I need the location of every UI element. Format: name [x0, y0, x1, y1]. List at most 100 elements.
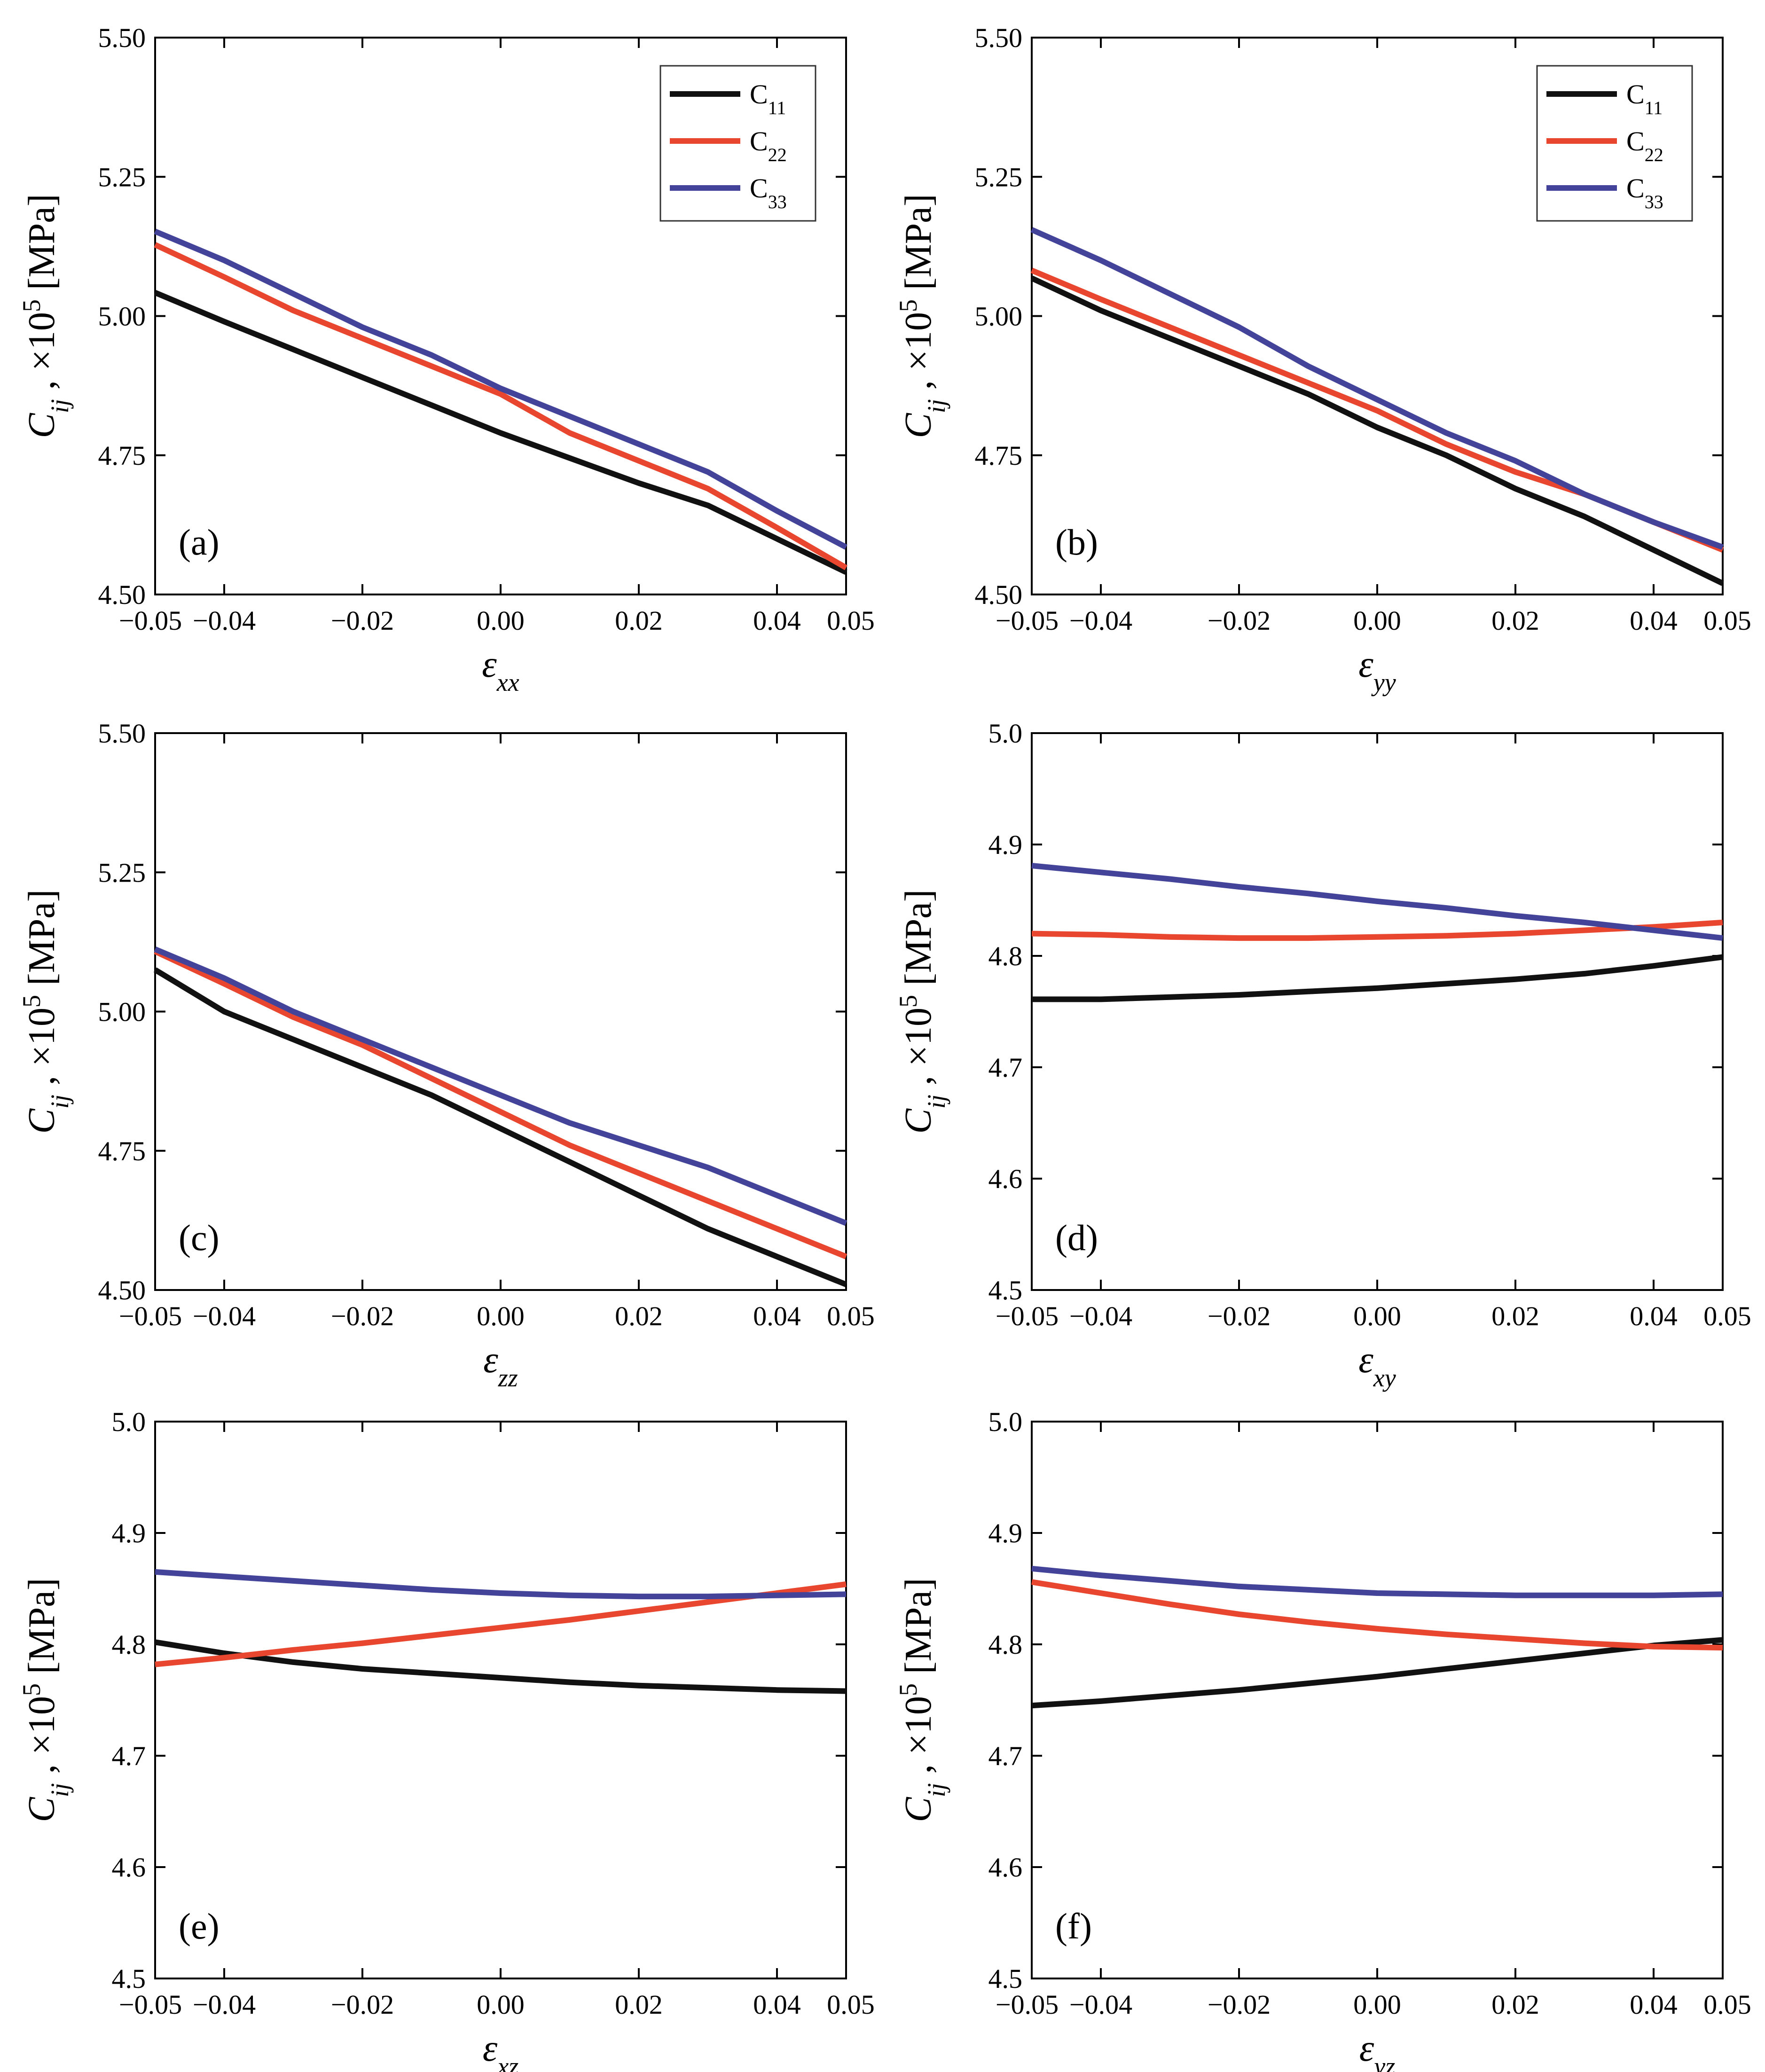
plot-frame [1031, 732, 1724, 1291]
y-tick-label: 4.7 [112, 1741, 146, 1771]
x-tick-label: −0.02 [1208, 1989, 1271, 2020]
x-tick-label: 0.04 [753, 1301, 801, 1331]
series-line-c33 [1031, 863, 1723, 941]
x-tick-label: −0.02 [1208, 605, 1271, 636]
series-line-c33 [154, 228, 847, 550]
y-tick-label: 4.7 [988, 1052, 1023, 1083]
panel-d: −0.05 −0.04 −0.02 0.00 0.02 0.04 0.05 4.5 4.6 4.7… [894, 718, 1751, 1392]
x-tick-label: 0.00 [477, 1301, 525, 1331]
y-tick-label: 5.0 [988, 1407, 1023, 1437]
x-tick-label: −0.05 [996, 1301, 1059, 1331]
legend: C11 C22 C33 [1536, 65, 1693, 222]
panel-a: −0.05 −0.04 −0.02 0.00 0.02 0.04 0.05 4.50 4.75 5… [17, 23, 875, 696]
x-tick-label: 0.02 [615, 605, 663, 636]
y-tick-label: 5.25 [98, 857, 146, 888]
series-line-c33 [1031, 1565, 1723, 1598]
x-tick-label: −0.02 [331, 605, 394, 636]
y-tick-label: 5.0 [112, 1407, 146, 1437]
series-line-c33 [1030, 227, 1724, 550]
x-tick-label: −0.05 [996, 1989, 1059, 2020]
legend-label-c11: C11 [1626, 79, 1663, 118]
plot-frame [154, 732, 847, 1291]
x-tick-label: 0.05 [1703, 605, 1751, 636]
x-tick-label: 0.02 [1491, 1301, 1539, 1331]
y-axis-title: Cij , ×105 [MPa] [17, 194, 74, 438]
panel-label: (d) [1055, 1217, 1098, 1258]
panel-e: −0.05 −0.04 −0.02 0.00 0.02 0.04 0.05 4.5 4.6 4.7… [17, 1407, 875, 2072]
y-tick-label: 4.6 [988, 1852, 1023, 1883]
plot-frame [154, 1421, 847, 1979]
y-tick-label: 4.8 [112, 1629, 146, 1660]
x-tick-label: 0.02 [615, 1989, 663, 2020]
series-line-c22 [1031, 1579, 1723, 1651]
y-tick-label: 5.50 [98, 718, 146, 749]
x-tick-label: 0.05 [1703, 1301, 1751, 1331]
panel-label: (b) [1055, 522, 1098, 563]
x-tick-label: −0.02 [331, 1301, 394, 1331]
x-axis-title: εxy [1358, 1339, 1396, 1392]
series-line-c11 [1032, 954, 1723, 1002]
x-tick-label: 0.00 [477, 1989, 525, 2020]
y-tick-label: 4.50 [975, 579, 1023, 610]
series-line-c11 [1031, 1637, 1723, 1709]
x-tick-label: 0.04 [1630, 1989, 1678, 2020]
x-tick-label: 0.00 [1353, 605, 1401, 636]
x-tick-label: 0.04 [1630, 605, 1678, 636]
series-line-c22 [154, 949, 847, 1259]
legend-label-c22: C22 [1626, 126, 1663, 165]
x-tick-label: 0.00 [1353, 1301, 1401, 1331]
x-tick-label: −0.04 [193, 605, 256, 636]
y-tick-label: 5.00 [98, 301, 146, 332]
x-tick-label: −0.04 [193, 1301, 256, 1331]
y-tick-label: 5.0 [988, 718, 1023, 749]
series-line-c11 [154, 290, 847, 575]
series-line-c11 [1030, 275, 1724, 586]
x-tick-label: 0.05 [1703, 1989, 1751, 2020]
series-line-c11 [153, 967, 847, 1287]
x-tick-label: −0.05 [119, 1989, 182, 2020]
y-axis-title: Cij , ×105 [MPa] [17, 890, 74, 1134]
y-tick-label: 4.9 [988, 1518, 1023, 1548]
y-tick-label: 4.50 [98, 1275, 146, 1306]
x-tick-label: −0.04 [1069, 605, 1132, 636]
x-tick-label: 0.02 [1491, 1989, 1539, 2020]
x-tick-label: 0.04 [753, 605, 801, 636]
y-axis-title: Cij , ×105 [MPa] [894, 890, 950, 1134]
y-tick-label: 4.9 [112, 1518, 146, 1548]
y-tick-label: 4.75 [98, 440, 146, 471]
panel-f: −0.05 −0.04 −0.02 0.00 0.02 0.04 0.05 4.5 4.6 4.7… [894, 1407, 1751, 2072]
panel-c: −0.05 −0.04 −0.02 0.00 0.02 0.04 0.05 4.50 4.75 5… [17, 718, 875, 1392]
series-line-c22 [155, 1581, 847, 1667]
y-axis-title: Cij , ×105 [MPa] [17, 1578, 74, 1822]
panel-label: (c) [179, 1217, 220, 1258]
y-tick-label: 5.00 [975, 301, 1023, 332]
y-tick-label: 5.25 [98, 162, 146, 192]
x-tick-label: −0.02 [331, 1989, 394, 2020]
x-tick-label: −0.04 [193, 1989, 256, 2020]
y-tick-label: 4.8 [988, 941, 1023, 971]
x-tick-label: 0.02 [1491, 605, 1539, 636]
y-tick-label: 5.00 [98, 997, 146, 1027]
x-tick-label: −0.04 [1069, 1301, 1132, 1331]
y-tick-label: 4.8 [988, 1629, 1023, 1660]
y-tick-label: 4.75 [975, 440, 1023, 471]
x-tick-label: −0.02 [1208, 1301, 1271, 1331]
panel-label: (f) [1055, 1906, 1092, 1947]
legend-label-c33: C33 [1626, 173, 1663, 212]
series-line-c33 [155, 1569, 847, 1600]
x-tick-label: 0.04 [753, 1989, 801, 2020]
x-tick-label: 0.05 [827, 1301, 875, 1331]
y-tick-label: 4.6 [988, 1164, 1023, 1194]
x-axis-title: εxx [482, 644, 519, 696]
series-line-c33 [154, 946, 847, 1226]
y-tick-label: 4.5 [988, 1275, 1023, 1306]
y-tick-label: 4.5 [988, 1963, 1023, 1994]
legend-label-c22: C22 [750, 126, 787, 165]
y-tick-label: 5.50 [98, 23, 146, 53]
y-tick-label: 4.50 [98, 579, 146, 610]
x-axis-title: εyz [1359, 2028, 1396, 2072]
x-axis-title: εyy [1358, 644, 1396, 696]
x-tick-label: −0.05 [119, 1301, 182, 1331]
x-tick-label: 0.02 [615, 1301, 663, 1331]
